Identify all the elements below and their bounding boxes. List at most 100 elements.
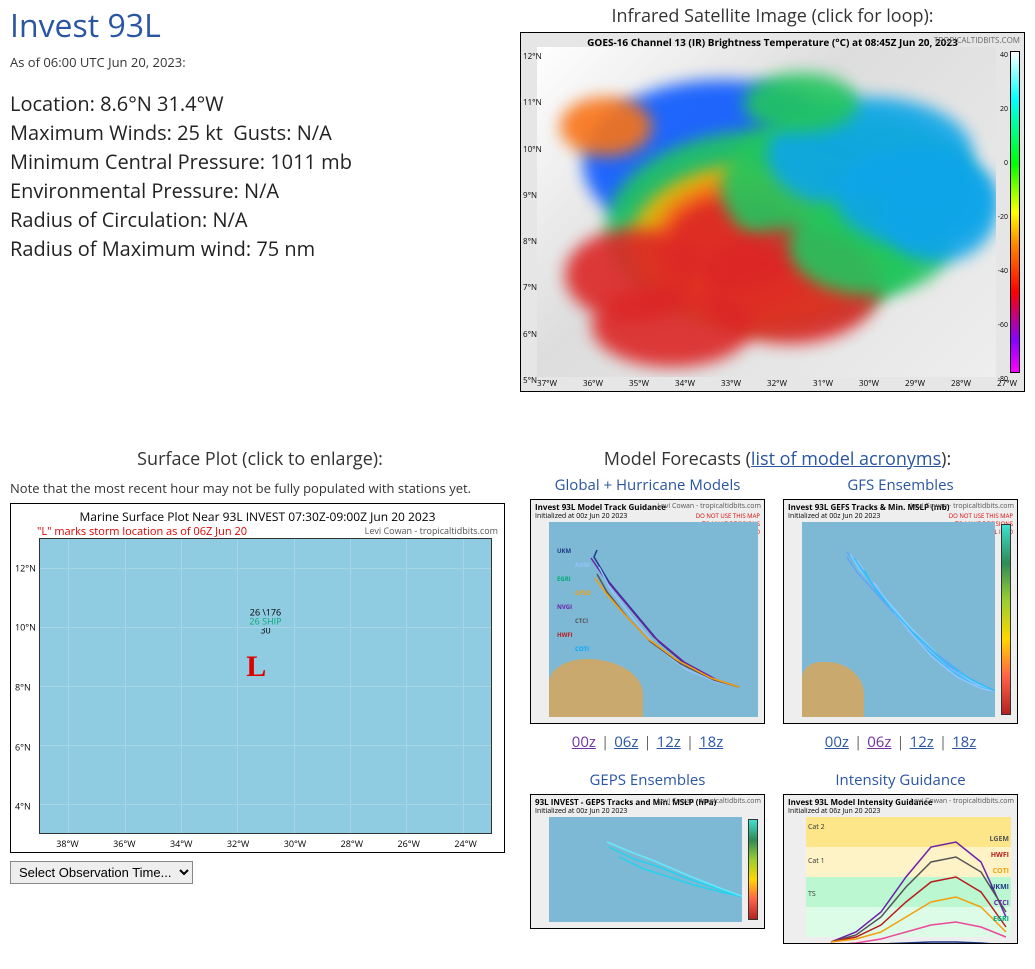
satellite-colorbar-label: -60: [998, 321, 1008, 330]
surface-observation: 26 \17626 SHIP30: [249, 608, 281, 635]
storm-location-marker: L: [246, 650, 266, 684]
model-heading-intensity: Intensity Guidance: [783, 770, 1018, 790]
time-link-12z[interactable]: 12z: [910, 732, 934, 752]
surface-x-tick: 34°W: [170, 837, 192, 850]
surface-plot-title: Marine Surface Plot Near 93L INVEST 07:3…: [11, 508, 504, 525]
intensity-model-label: EGRI: [993, 915, 1009, 924]
surface-plot-attribution: Levi Cowan - tropicaltidbits.com: [365, 524, 498, 537]
model-attr-intensity: Levi Cowan - tropicaltidbits.com: [910, 797, 1014, 806]
surface-y-tick: 12°N: [15, 561, 36, 574]
intensity-model-label: CTCI: [994, 899, 1009, 908]
model-image-geps[interactable]: 93L INVEST - GEPS Tracks and Min. MSLP (…: [530, 794, 765, 929]
satellite-x-tick: 30°W: [859, 378, 879, 389]
models-caption-suffix: ):: [941, 447, 951, 471]
model-tracks-geps: [549, 817, 742, 922]
surface-x-tick: 32°W: [227, 837, 249, 850]
global-model-label: COTI: [575, 645, 589, 653]
global-model-label: NVGI: [557, 603, 572, 611]
satellite-y-tick: 8°N: [523, 236, 537, 247]
intensity-model-label: COTI: [993, 867, 1009, 876]
time-link-12z[interactable]: 12z: [657, 732, 681, 752]
global-model-label: GFSO: [575, 589, 591, 597]
location-label: Location:: [10, 90, 95, 117]
surface-x-tick: 36°W: [113, 837, 135, 850]
model-init-geps: Initialized at 00z Jun 20 2023: [535, 807, 627, 816]
time-links-gfs: 00z|06z|12z|18z: [783, 732, 1018, 752]
surface-y-tick: 6°N: [15, 740, 31, 753]
model-attr-geps: Levi Cowan - tropicaltidbits.com: [657, 797, 761, 806]
satellite-colorbar-label: 40: [1000, 51, 1008, 60]
storm-title: Invest 93L: [10, 4, 500, 47]
model-init-intensity: Initialized at 06z Jun 20 2023: [788, 807, 880, 816]
gusts-value: N/A: [297, 119, 332, 146]
surface-note: Note that the most recent hour may not b…: [10, 479, 510, 497]
surface-x-tick: 26°W: [397, 837, 419, 850]
model-ocean-geps: [549, 817, 742, 922]
time-link-18z[interactable]: 18z: [699, 732, 723, 752]
surface-plot-subtitle: "L" marks storm location as of 06Z Jun 2…: [37, 524, 247, 539]
surface-plot[interactable]: Marine Surface Plot Near 93L INVEST 07:3…: [10, 503, 505, 853]
model-heading-global: Global + Hurricane Models: [530, 475, 765, 495]
time-link-06z[interactable]: 06z: [867, 732, 891, 752]
model-tracks-gfs: [802, 522, 995, 717]
model-panel-geps: GEPS Ensembles 93L INVEST - GEPS Tracks …: [530, 770, 765, 944]
satellite-x-tick: 33°W: [721, 378, 741, 389]
time-link-06z[interactable]: 06z: [614, 732, 638, 752]
surface-y-tick: 8°N: [15, 681, 31, 694]
satellite-x-tick: 27°W: [997, 378, 1017, 389]
satellite-canvas: [537, 47, 996, 377]
time-link-18z[interactable]: 18z: [952, 732, 976, 752]
surface-x-tick: 28°W: [341, 837, 363, 850]
surface-x-tick: 24°W: [454, 837, 476, 850]
winds-value: 25 kt: [177, 119, 223, 146]
pressure-value: 1011 mb: [270, 148, 352, 175]
model-panel-gfs: GFS Ensembles Invest 93L GEFS Tracks & M…: [783, 475, 1018, 752]
satellite-y-tick: 5°N: [523, 375, 537, 386]
time-links-global: 00z|06z|12z|18z: [530, 732, 765, 752]
surface-plot-canvas: L 26 \17626 SHIP30: [39, 538, 492, 834]
surface-x-tick: 38°W: [56, 837, 78, 850]
global-model-label: AVNI: [575, 561, 590, 569]
surface-y-tick: 10°N: [15, 621, 36, 634]
satellite-image[interactable]: GOES-16 Channel 13 (IR) Brightness Tempe…: [520, 32, 1025, 392]
model-colorbar-gfs: [1001, 524, 1011, 715]
surface-x-tick: 30°W: [284, 837, 306, 850]
satellite-caption: Infrared Satellite Image (click for loop…: [520, 4, 1025, 28]
satellite-colorbar-label: -40: [998, 267, 1008, 276]
time-link-00z[interactable]: 00z: [825, 732, 849, 752]
model-attr-gfs: Levi Cowan - tropicaltidbits.com: [910, 502, 1014, 511]
roc-value: N/A: [212, 206, 247, 233]
model-heading-gfs: GFS Ensembles: [783, 475, 1018, 495]
model-ocean-global: UKMAVNIEGRIGFSONVGICTCIHWFICOTI: [549, 522, 758, 717]
surface-caption: Surface Plot (click to enlarge):: [10, 447, 510, 471]
models-caption: Model Forecasts (list of model acronyms)…: [530, 447, 1025, 471]
model-init-global: Initialized at 00z Jun 20 2023: [535, 512, 627, 521]
model-attr-global: Levi Cowan - tropicaltidbits.com: [657, 502, 761, 511]
model-init-gfs: Initialized at 00z Jun 20 2023: [788, 512, 880, 521]
model-image-gfs[interactable]: Invest 93L GEFS Tracks & Min. MSLP (mb) …: [783, 499, 1018, 724]
satellite-x-tick: 37°W: [537, 378, 557, 389]
model-colorbar-geps: [748, 819, 758, 920]
gusts-label: Gusts:: [233, 119, 291, 146]
rmw-value: 75 nm: [256, 235, 315, 262]
satellite-y-tick: 9°N: [523, 190, 537, 201]
model-image-global[interactable]: Invest 93L Model Track Guidance Initiali…: [530, 499, 765, 724]
time-link-00z[interactable]: 00z: [572, 732, 596, 752]
satellite-colorbar-label: 20: [1000, 105, 1008, 114]
intensity-model-label: HWFI: [991, 851, 1009, 860]
intensity-tracks: [806, 817, 1018, 944]
satellite-x-tick: 28°W: [951, 378, 971, 389]
satellite-colorbar: [1010, 51, 1020, 373]
models-caption-prefix: Model Forecasts (: [604, 447, 751, 471]
surface-y-tick: 4°N: [15, 800, 31, 813]
satellite-x-tick: 35°W: [629, 378, 649, 389]
global-model-label: CTCI: [575, 617, 588, 625]
model-acronyms-link[interactable]: list of model acronyms: [751, 447, 941, 471]
satellite-x-tick: 36°W: [583, 378, 603, 389]
global-model-label: HWFI: [557, 631, 573, 639]
observation-time-select[interactable]: Select Observation Time...: [10, 861, 193, 884]
global-model-label: UKM: [557, 547, 571, 555]
model-image-intensity[interactable]: Invest 93L Model Intensity Guidance Init…: [783, 794, 1018, 944]
satellite-y-tick: 11°N: [523, 97, 542, 108]
satellite-x-tick: 32°W: [767, 378, 787, 389]
